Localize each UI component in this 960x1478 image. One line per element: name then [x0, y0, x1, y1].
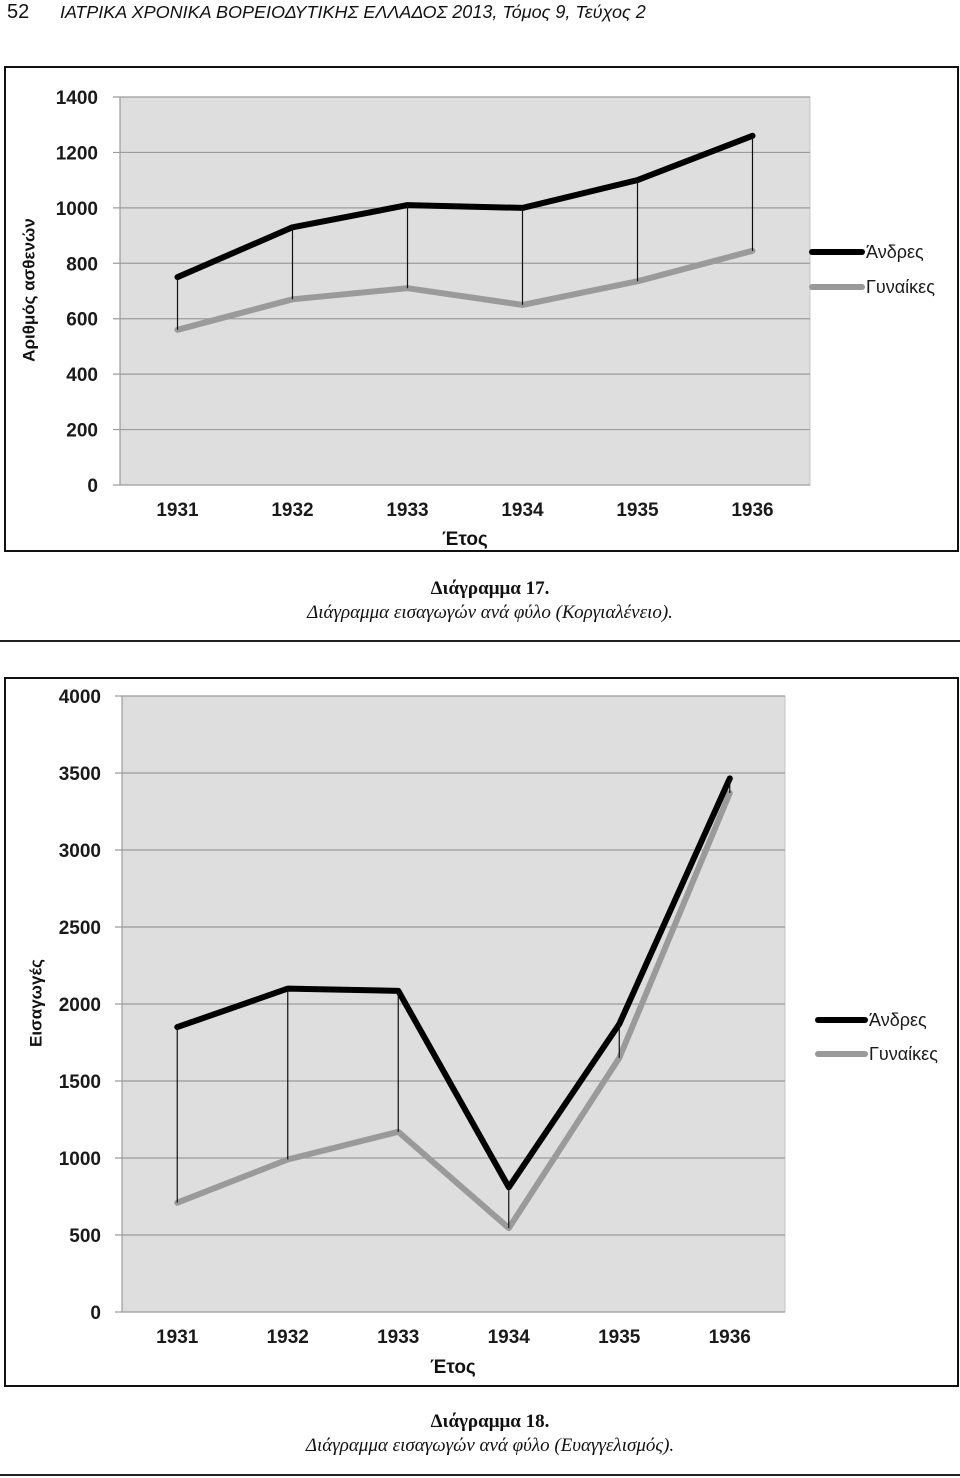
- legend-label: Γυναίκες: [866, 277, 935, 297]
- figure-17-caption: Διάγραμμα 17. Διάγραμμα εισαγωγών ανά φύ…: [20, 577, 960, 625]
- plot-area: [119, 96, 811, 486]
- y-tick-label: 400: [66, 365, 98, 386]
- y-tick-label: 0: [90, 1303, 101, 1324]
- legend-label: Γυναίκες: [869, 1044, 938, 1064]
- x-tick-label: 1932: [267, 1327, 309, 1348]
- y-tick-label: 500: [69, 1226, 101, 1247]
- series-line-andres: [174, 132, 756, 281]
- figure-18-caption: Διάγραμμα 18. Διάγραμμα εισαγωγών ανά φύ…: [20, 1410, 960, 1458]
- y-tick-label: 3500: [59, 764, 101, 785]
- x-tick-label: 1932: [271, 500, 313, 521]
- y-tick-label: 2500: [59, 918, 101, 939]
- page-number: 52: [7, 1, 30, 23]
- y-tick-label: 1000: [59, 1149, 101, 1170]
- x-tick-label: 1936: [731, 500, 773, 521]
- y-tick-label: 3000: [59, 841, 101, 862]
- x-tick-label: 1936: [709, 1327, 751, 1348]
- x-tick-label: 1935: [598, 1327, 641, 1348]
- x-tick-label: 1931: [156, 500, 199, 521]
- x-tick-label: 1933: [386, 500, 428, 521]
- y-tick-label: 1200: [56, 143, 98, 164]
- caption-text: Διάγραμμα εισαγωγών ανά φύλο (Κοργιαλένε…: [307, 602, 673, 623]
- y-tick-label: 2000: [59, 995, 101, 1016]
- caption-number: Διάγραμμα 18.: [430, 1411, 550, 1432]
- y-tick-label: 200: [66, 421, 98, 442]
- series-line-gynaikes: [174, 790, 733, 1232]
- x-axis-title: Έτος: [430, 1357, 476, 1378]
- series-line-andres: [174, 775, 733, 1191]
- journal-title: ΙΑΤΡΙΚΑ ΧΡΟΝΙΚΑ ΒΟΡΕΙΟΔΥΤΙΚΗΣ ΕΛΛΑΔΟΣ 20…: [60, 2, 646, 22]
- chart-18-svg: 0 500 1000 1500 2000 2500 3000 3500 4000 1931 1932…: [26, 687, 938, 1378]
- y-tick-label: 1500: [59, 1072, 101, 1093]
- x-axis-title: Έτος: [442, 529, 488, 550]
- caption-text: Διάγραμμα εισαγωγών ανά φύλο (Ευαγγελισμ…: [305, 1435, 675, 1456]
- y-tick-label: 1000: [56, 199, 98, 220]
- chart-18: 0 500 1000 1500 2000 2500 3000 3500 4000 1931 1932…: [4, 677, 959, 1387]
- y-tick-label: 600: [66, 310, 98, 331]
- y-axis-title: Αριθμός ασθενών: [19, 218, 38, 362]
- x-tick-label: 1934: [501, 500, 544, 521]
- y-tick-label: 1400: [56, 88, 98, 109]
- legend-label: Άνδρες: [869, 1010, 927, 1030]
- series-line-gynaikes: [174, 247, 756, 333]
- y-tick-label: 4000: [59, 687, 101, 708]
- x-tick-label: 1935: [616, 500, 659, 521]
- y-axis-title: Εισαγωγές: [26, 959, 45, 1047]
- legend-label: Άνδρες: [866, 242, 924, 262]
- x-tick-label: 1933: [377, 1327, 419, 1348]
- x-tick-label: 1931: [156, 1327, 199, 1348]
- caption-number: Διάγραμμα 17.: [430, 578, 550, 599]
- y-tick-label: 800: [66, 254, 98, 275]
- chart-17: 0 200 400 600 800 1000 1200 1400 1931 1932 1933 193…: [4, 66, 959, 552]
- x-tick-label: 1934: [488, 1327, 531, 1348]
- horizontal-rule: [0, 1474, 960, 1476]
- horizontal-rule: [0, 640, 960, 642]
- chart-17-svg: 0 200 400 600 800 1000 1200 1400 1931 1932 1933 193…: [19, 88, 935, 550]
- y-tick-label: 0: [87, 476, 98, 497]
